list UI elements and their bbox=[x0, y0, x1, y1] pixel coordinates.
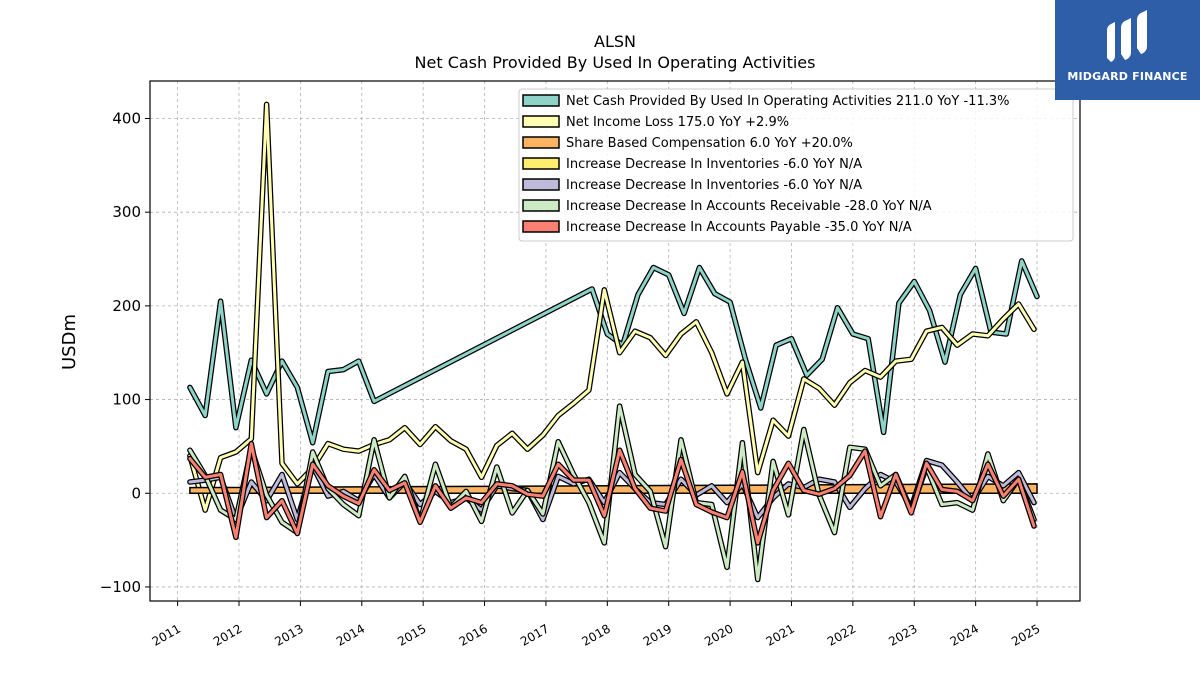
x-tick-label: 2022 bbox=[825, 621, 858, 648]
y-tick-label: 100 bbox=[112, 391, 141, 409]
series-layer bbox=[187, 101, 1040, 583]
logo-text: MIDGARD FINANCE bbox=[1067, 70, 1188, 83]
legend: Net Cash Provided By Used In Operating A… bbox=[518, 88, 1074, 242]
series-line-increase-decrease-in-accounts-payable bbox=[188, 442, 1036, 545]
x-tick-label: 2023 bbox=[886, 621, 919, 648]
plot-frame bbox=[149, 80, 1081, 602]
legend-entry: Net Cash Provided By Used In Operating A… bbox=[566, 94, 1009, 109]
legend-entry: Increase Decrease In Inventories -6.0 Yo… bbox=[566, 178, 862, 193]
x-tick-label: 2014 bbox=[334, 621, 367, 648]
x-tick-label: 2017 bbox=[518, 621, 551, 648]
y-tick-label: 0 bbox=[131, 484, 141, 502]
x-tick-label: 2021 bbox=[764, 621, 797, 648]
series-line-net-cash-provided-by-used-in-operating-activities bbox=[188, 259, 1039, 445]
legend-entry: Increase Decrease In Inventories -6.0 Yo… bbox=[566, 157, 862, 172]
x-tick-label: 2015 bbox=[395, 621, 428, 648]
legend-swatch bbox=[522, 178, 560, 191]
y-tick-label: 300 bbox=[112, 203, 141, 221]
x-tick-label: 2025 bbox=[1009, 621, 1042, 648]
x-tick-label: 2013 bbox=[272, 621, 305, 648]
x-tick-label: 2018 bbox=[579, 621, 612, 648]
legend-entry: Share Based Compensation 6.0 YoY +20.0% bbox=[566, 136, 853, 151]
brand-logo: MIDGARD FINANCE bbox=[1055, 0, 1200, 100]
legend-swatch bbox=[522, 157, 560, 170]
x-tick-label: 2016 bbox=[457, 621, 490, 648]
x-tick-label: 2011 bbox=[150, 621, 183, 648]
logo-mark-icon bbox=[1107, 10, 1147, 62]
legend-entry: Increase Decrease In Accounts Payable -3… bbox=[566, 220, 912, 235]
legend-swatch bbox=[522, 220, 560, 233]
y-tick-label: −100 bbox=[100, 578, 141, 596]
chart-title: ALSN bbox=[594, 32, 636, 51]
legend-entry: Net Income Loss 175.0 YoY +2.9% bbox=[566, 115, 789, 130]
x-tick-label: 2012 bbox=[211, 621, 244, 648]
x-tick-label: 2024 bbox=[948, 621, 981, 648]
x-tick-label: 2020 bbox=[702, 621, 735, 648]
chart-subtitle: Net Cash Provided By Used In Operating A… bbox=[415, 53, 816, 72]
y-tick-label: 400 bbox=[112, 109, 141, 127]
legend-box bbox=[518, 88, 1074, 242]
y-axis-label: USDm bbox=[59, 314, 80, 370]
legend-swatch bbox=[522, 136, 560, 149]
legend-swatch bbox=[522, 94, 560, 107]
series-line-net-income-loss bbox=[188, 102, 1036, 512]
x-tick-label: 2019 bbox=[641, 621, 674, 648]
legend-swatch bbox=[522, 199, 560, 212]
y-tick-label: 200 bbox=[112, 297, 141, 315]
legend-swatch bbox=[522, 115, 560, 128]
legend-entry: Increase Decrease In Accounts Receivable… bbox=[566, 199, 932, 214]
